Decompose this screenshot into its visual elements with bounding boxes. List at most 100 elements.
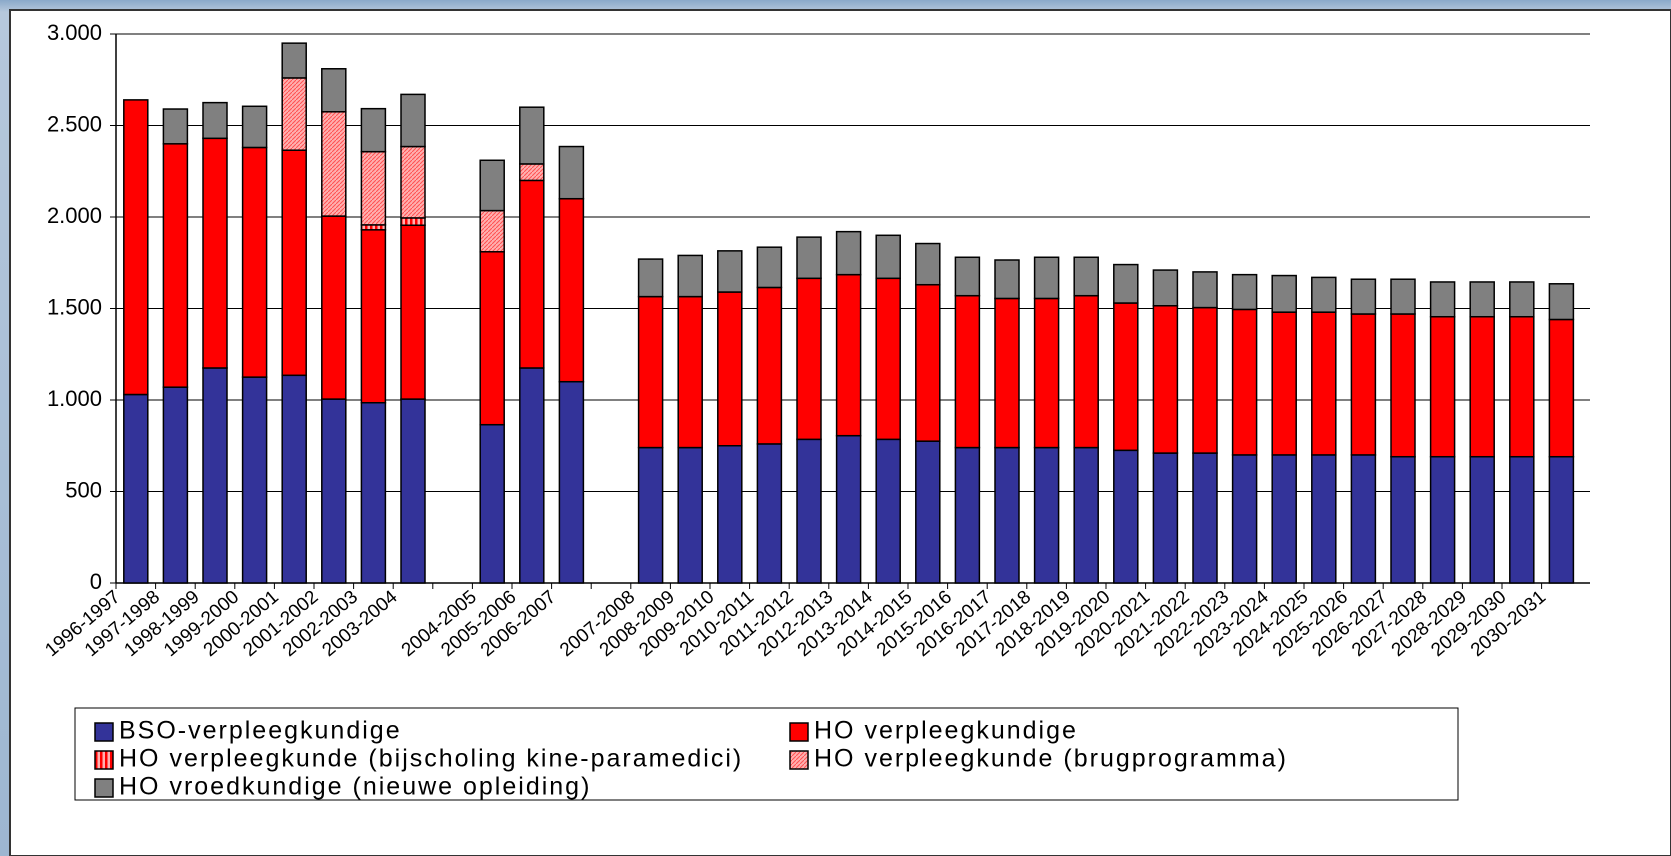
bar-segment <box>1152 452 1179 584</box>
bar-segment <box>558 145 585 200</box>
bar-segment <box>954 446 981 584</box>
bar-segment <box>400 398 426 584</box>
bar-segment <box>1033 297 1060 449</box>
bar-segment <box>677 295 703 449</box>
bar-segment <box>321 215 347 400</box>
bar-segment <box>1390 313 1416 458</box>
bar-segment <box>1390 278 1416 315</box>
bar-segment <box>835 434 862 584</box>
bar-segment <box>1192 306 1218 454</box>
bar-segment <box>796 236 822 280</box>
bar-segment <box>1311 311 1337 456</box>
bar-segment <box>558 197 585 383</box>
bar-segment <box>915 440 941 584</box>
bar-segment <box>1231 454 1258 584</box>
bar-segment <box>1192 271 1218 309</box>
legend-label: HO verpleegkundige <box>814 717 1078 745</box>
bar-segment <box>915 283 941 442</box>
bar-segment <box>994 259 1020 300</box>
bar-segment <box>202 137 228 369</box>
y-tick-label: 2.500 <box>47 111 102 136</box>
bar-segment <box>400 224 426 400</box>
legend-swatch <box>789 750 809 770</box>
bar-segment <box>1429 315 1456 458</box>
bar-segment <box>1113 449 1139 584</box>
bar-segment <box>400 145 426 219</box>
bar-segment <box>1231 273 1258 311</box>
bar-segment <box>281 149 307 377</box>
bar-segment <box>1033 256 1060 300</box>
legend-label: HO verpleegkunde (brugprogramma) <box>814 745 1288 773</box>
bar-segment <box>875 438 901 584</box>
bar-segment <box>360 401 387 584</box>
legend-label: HO vroedkundige (nieuwe opleiding) <box>119 773 591 801</box>
bar-segment <box>360 229 387 404</box>
bar-segment <box>1390 455 1416 584</box>
bar-segment <box>321 68 347 113</box>
bar-segment <box>1311 454 1337 584</box>
legend-label: HO verpleegkunde (bijscholing kine-param… <box>119 745 743 773</box>
bar-segment <box>717 445 743 584</box>
y-tick-label: 1.000 <box>47 386 102 411</box>
bar-segment <box>994 297 1020 449</box>
bar-segment <box>637 446 664 584</box>
bar-segment <box>162 143 189 388</box>
legend-swatch <box>94 778 114 798</box>
bar-segment <box>1548 455 1575 584</box>
bar-segment <box>717 291 743 447</box>
bar-segment <box>1113 263 1139 304</box>
bar-segment <box>1073 256 1099 297</box>
bar-segment <box>162 386 189 584</box>
bar-segment <box>835 273 862 437</box>
bar-segment <box>479 159 505 212</box>
bar-segment <box>479 251 505 426</box>
bar-segment <box>1271 311 1297 456</box>
bar-segment <box>479 209 505 253</box>
bar-segment <box>202 101 228 140</box>
bar-segment <box>1231 308 1258 456</box>
bar-segment <box>162 108 189 145</box>
bar-segment <box>321 398 347 584</box>
bar-segment <box>1469 315 1495 458</box>
bar-segment <box>1548 318 1575 458</box>
bar-segment <box>202 367 228 584</box>
legend-label: BSO-verpleegkundige <box>119 717 402 745</box>
bar-segment <box>835 230 862 276</box>
bar-segment <box>954 256 981 297</box>
bar-segment <box>1429 281 1456 318</box>
bar-segment <box>677 254 703 298</box>
bar-segment <box>400 217 426 226</box>
bar-segment <box>1073 446 1099 584</box>
bar-segment <box>241 146 268 378</box>
legend-swatch <box>94 722 114 742</box>
bar-segment <box>875 234 901 280</box>
bar-segment <box>281 374 307 584</box>
bar-segment <box>637 295 664 449</box>
bar-segment <box>1509 281 1535 318</box>
bar-segment <box>1033 446 1060 584</box>
bar-segment <box>1152 269 1179 307</box>
bar-segment <box>479 423 505 584</box>
bar-segment <box>915 242 941 286</box>
bar-segment <box>241 376 268 584</box>
bar-segment <box>994 446 1020 584</box>
bar-segment <box>1271 274 1297 313</box>
bar-segment <box>677 446 703 584</box>
bar-segment <box>756 246 783 289</box>
bar-segment <box>1429 455 1456 584</box>
bar-segment <box>1350 313 1377 456</box>
bar-segment <box>1271 454 1297 584</box>
legend-box <box>74 707 1459 801</box>
bar-segment <box>241 105 268 149</box>
bar-segment <box>360 150 387 226</box>
bar-segment <box>1469 281 1495 318</box>
bar-segment <box>756 443 783 584</box>
y-tick-label: 1.500 <box>47 294 102 319</box>
bar-segment <box>1350 278 1377 315</box>
legend-swatch <box>94 750 114 770</box>
bar-segment <box>954 294 981 449</box>
bar-segment <box>637 258 664 298</box>
y-tick-label: 3.000 <box>47 20 102 45</box>
bar-segment <box>360 107 387 153</box>
bar-segment <box>519 179 545 369</box>
